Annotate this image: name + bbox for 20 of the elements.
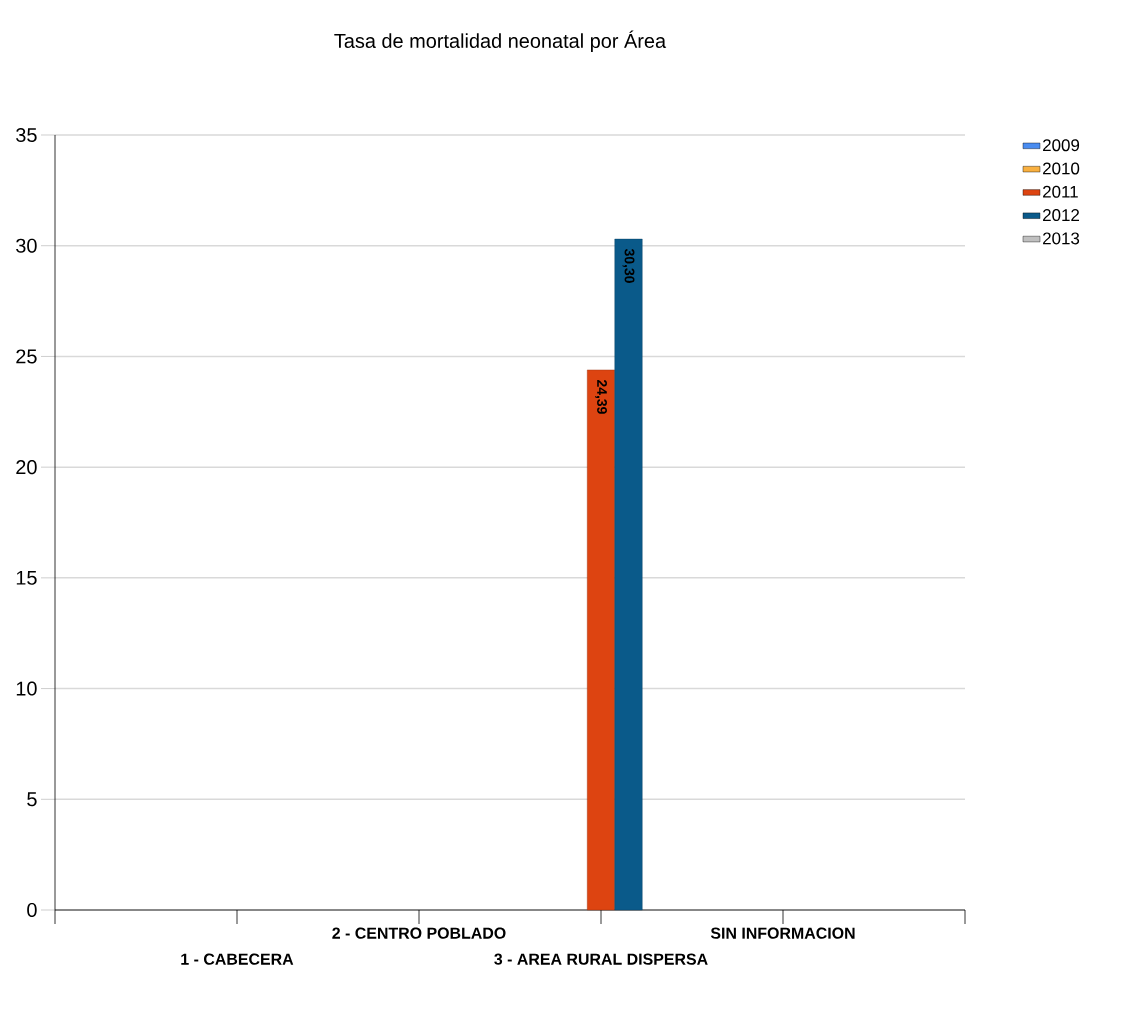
x-tick-label: 2 - CENTRO POBLADO [332, 927, 506, 939]
legend-label: 2011 [1043, 185, 1078, 198]
legend-label: 2009 [1043, 139, 1080, 152]
x-tick-label: SIN INFORMACION [710, 927, 855, 939]
legend-label: 2012 [1043, 209, 1079, 222]
y-tick-label: 20 [16, 460, 37, 475]
data-label: 30,30 [622, 248, 635, 283]
data-label: 24,39 [595, 379, 607, 414]
x-tick-label: 3 - AREA RURAL DISPERSA [494, 953, 708, 965]
y-tick-label: 0 [27, 902, 37, 918]
y-tick-label: 5 [27, 792, 37, 807]
legend-label: 2010 [1043, 162, 1080, 175]
y-tick-label: 15 [16, 570, 37, 585]
y-tick-label: 35 [16, 127, 37, 143]
chart-title: Tasa de mortalidad neonatal por Área [334, 30, 667, 52]
y-tick-label: 30 [16, 238, 37, 253]
legend-label: 2013 [1043, 232, 1080, 245]
x-tick-label: 1 - CABECERA [181, 953, 294, 965]
y-tick-label: 10 [16, 681, 37, 696]
y-tick-label: 25 [16, 349, 37, 364]
